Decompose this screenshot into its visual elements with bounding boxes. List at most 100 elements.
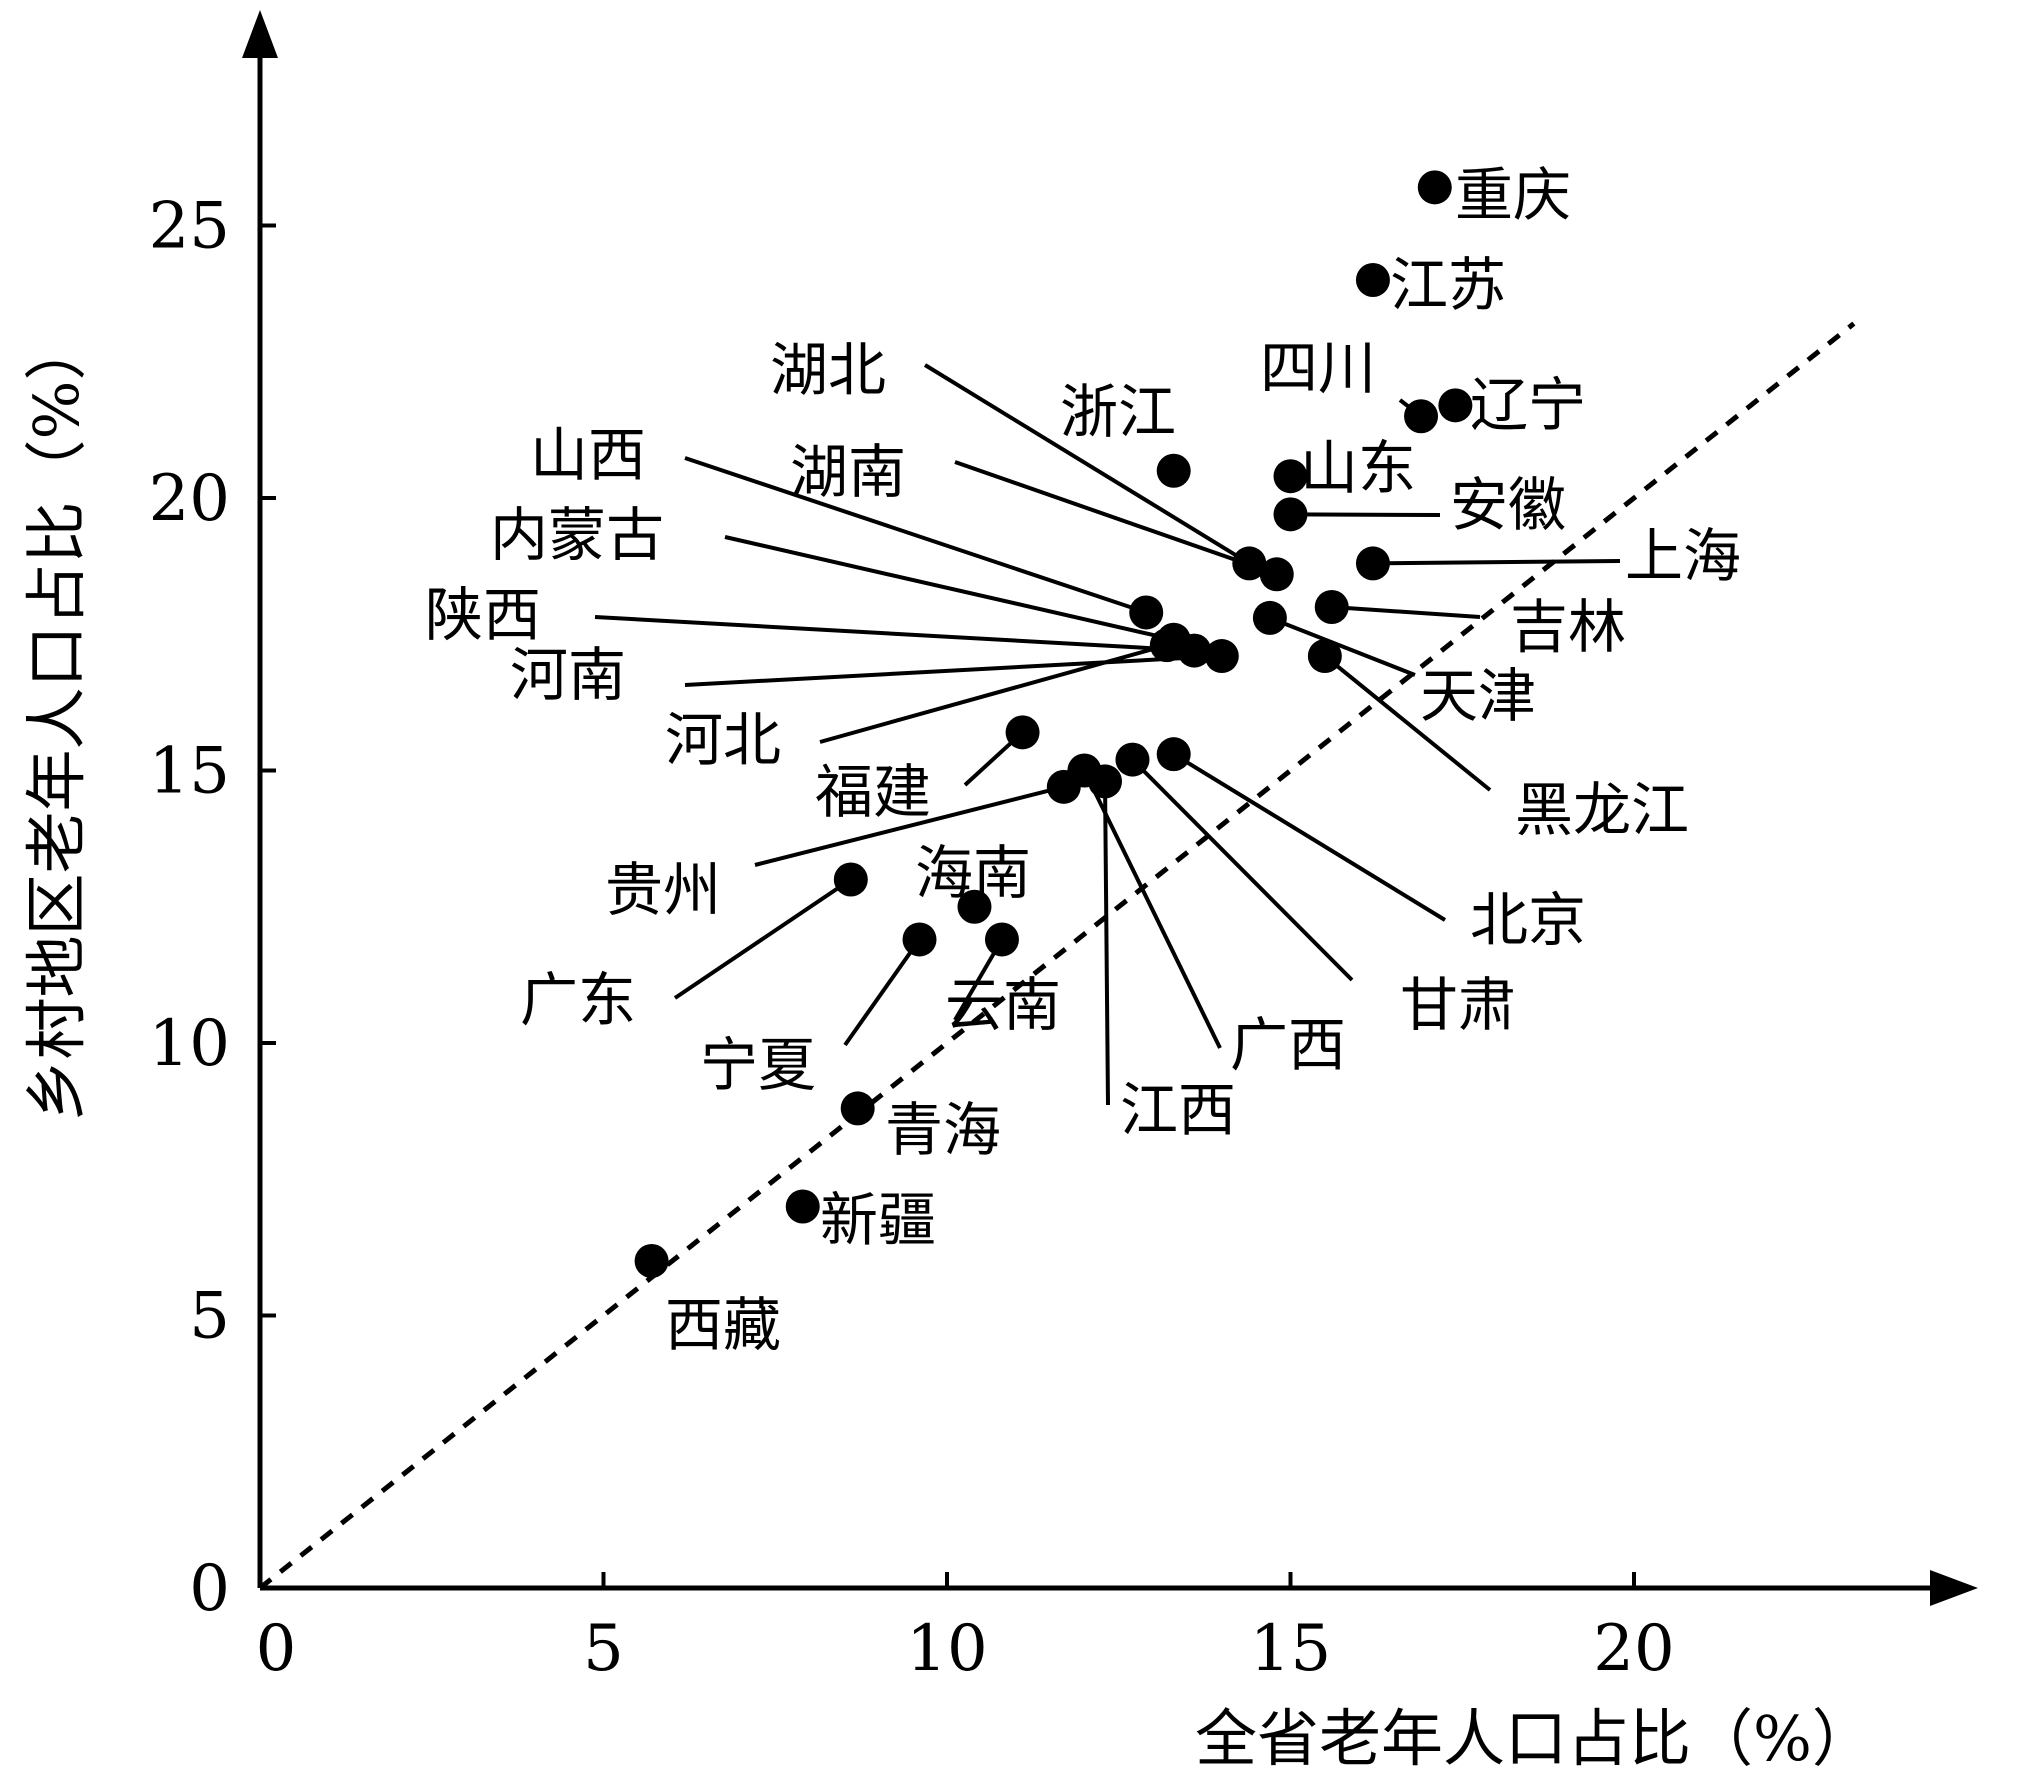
- x-ticks: 0 5 10 15 20: [256, 1572, 1675, 1686]
- data-point: [1355, 263, 1390, 297]
- point-label: 重庆: [1455, 161, 1571, 229]
- point-label: 山东: [1300, 434, 1416, 502]
- x-axis-label: 全省老年人口占比（%）: [1195, 1702, 1874, 1775]
- leader-line: [819, 643, 1168, 744]
- data-point: [833, 862, 868, 897]
- leader-line: [843, 938, 922, 1047]
- point-label: 湖北: [770, 336, 886, 404]
- x-axis-arrow-icon: [1930, 1570, 1978, 1606]
- point-label: 安徽: [1450, 471, 1566, 539]
- point-label: 吉林: [1510, 593, 1626, 661]
- point-label: 青海: [885, 1096, 1001, 1164]
- leader-line: [754, 784, 1065, 867]
- data-point: [785, 1189, 820, 1224]
- data-point: [1232, 546, 1267, 581]
- point-label: 新疆: [820, 1186, 936, 1254]
- data-point: [1438, 388, 1473, 423]
- x-tick-label: 0: [256, 1612, 297, 1686]
- y-tick-label: 20: [149, 462, 230, 536]
- point-label: 河北: [665, 706, 781, 774]
- data-point: [1129, 595, 1164, 630]
- point-label: 云南: [945, 971, 1061, 1039]
- point-label: 江西: [1120, 1076, 1236, 1144]
- y-tick-label: 10: [149, 1007, 230, 1081]
- y-tick-label: 0: [189, 1552, 230, 1626]
- leader-line: [684, 654, 1222, 687]
- data-point: [1046, 769, 1081, 804]
- data-point: [984, 922, 1019, 957]
- data-point: [1156, 737, 1191, 772]
- leader-line: [1290, 512, 1441, 517]
- data-point: [1156, 453, 1191, 488]
- point-label: 内蒙古: [490, 501, 664, 569]
- y-ticks: 0 5 10 15 20 25: [149, 190, 276, 1626]
- point-label: 海南: [915, 839, 1031, 907]
- leader-line: [1331, 605, 1481, 619]
- x-tick-label: 15: [1250, 1612, 1331, 1686]
- y-tick-label: 5: [189, 1280, 230, 1354]
- data-point: [1088, 764, 1123, 799]
- data-point: [1307, 639, 1342, 674]
- data-point: [634, 1244, 669, 1278]
- point-label: 广东: [520, 966, 636, 1034]
- point-label: 江苏: [1390, 251, 1506, 319]
- leader-line: [1131, 758, 1354, 982]
- leader-line: [1103, 781, 1110, 1106]
- x-tick-label: 10: [906, 1612, 987, 1686]
- data-point: [1149, 628, 1184, 663]
- leader-line: [673, 877, 852, 1000]
- leader-line: [684, 456, 1147, 615]
- point-label: 贵州: [605, 856, 721, 924]
- data-point: [957, 889, 992, 924]
- point-label: 山西: [530, 421, 646, 489]
- point-label: 西藏: [665, 1291, 781, 1359]
- reference-line-y-equals-x: [258, 321, 1856, 1590]
- point-label: 甘肃: [1400, 971, 1516, 1039]
- point-label: 宁夏: [700, 1031, 816, 1099]
- point-label: 四川: [1260, 334, 1376, 402]
- y-tick-label: 15: [149, 735, 230, 809]
- leader-line: [1323, 654, 1492, 792]
- data-point: [1259, 557, 1294, 592]
- leader-lines: [594, 363, 1621, 1106]
- x-tick-label: 20: [1593, 1612, 1674, 1686]
- point-label: 天津: [1420, 662, 1536, 730]
- leader-line: [954, 460, 1278, 577]
- data-point: [1252, 600, 1287, 635]
- data-point: [1273, 459, 1308, 494]
- data-point: [1204, 639, 1239, 674]
- point-label: 黑龙江: [1515, 776, 1689, 844]
- data-point: [840, 1091, 875, 1126]
- leader-line: [724, 535, 1175, 642]
- leader-line: [923, 363, 1251, 566]
- data-point: [1177, 633, 1212, 668]
- axes: [242, 10, 1978, 1606]
- y-axis-arrow-icon: [242, 10, 278, 58]
- data-point: [1314, 590, 1349, 624]
- data-point: [1115, 742, 1150, 777]
- data-point: [1355, 546, 1390, 581]
- data-point: [902, 922, 937, 957]
- point-label: 辽宁: [1470, 371, 1586, 439]
- point-label: 湖南: [790, 438, 906, 506]
- point-label: 上海: [1625, 522, 1741, 590]
- point-label: 河南: [510, 641, 626, 709]
- data-point: [1404, 399, 1439, 434]
- leader-line: [594, 615, 1195, 653]
- point-label: 浙江: [1060, 378, 1176, 446]
- y-axis-label: 乡村地区老年人口占比（%）: [20, 319, 93, 1122]
- data-points: [634, 170, 1473, 1278]
- leader-line: [1269, 616, 1416, 677]
- y-tick-label: 25: [149, 190, 230, 264]
- x-tick-label: 5: [583, 1612, 624, 1686]
- leader-line: [1172, 752, 1447, 922]
- leader-line: [1372, 559, 1621, 566]
- point-label: 北京: [1470, 886, 1586, 954]
- point-label: 福建: [815, 758, 931, 826]
- data-point: [1273, 497, 1308, 532]
- point-label: 陕西: [425, 581, 541, 649]
- point-label: 广西: [1230, 1011, 1346, 1079]
- data-point: [1005, 715, 1040, 750]
